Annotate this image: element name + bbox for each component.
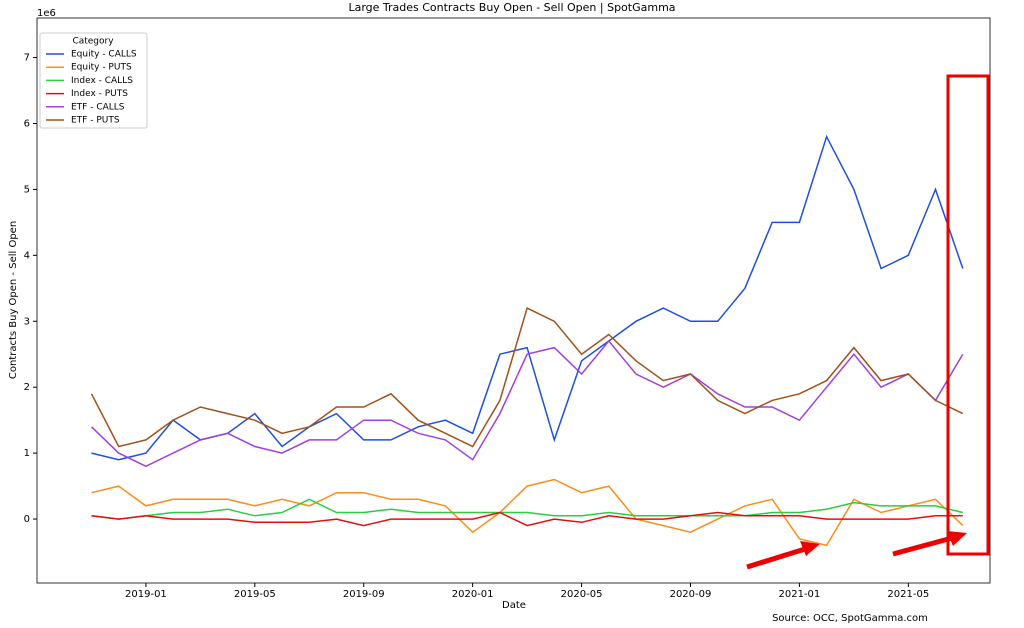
x-tick-label: 2021-01	[779, 589, 821, 600]
series-line	[91, 498, 963, 520]
x-tick-label: 2019-01	[125, 589, 167, 600]
y-tick-label: 3	[24, 316, 30, 327]
y-offset-label: 1e6	[37, 8, 56, 19]
y-tick-label: 7	[24, 53, 30, 64]
x-tick-label: 2020-01	[452, 589, 494, 600]
source-note: Source: OCC, SpotGamma.com	[772, 613, 928, 624]
y-tick-label: 4	[24, 250, 30, 261]
legend: Equity - CALLS Equity - PUTS Index - CALLS…	[46, 50, 137, 126]
y-tick-label: 0	[24, 514, 30, 525]
y-tick-label: 5	[24, 184, 30, 195]
legend-label: Equity - CALLS	[71, 50, 137, 60]
arrow	[892, 531, 967, 557]
series-line	[91, 134, 964, 461]
legend-box	[39, 32, 148, 129]
series-line	[90, 307, 964, 448]
x-axis-label: Date	[502, 600, 526, 611]
axes-frame	[36, 17, 991, 584]
y-tick-label: 2	[24, 382, 30, 393]
arrow	[746, 541, 820, 570]
legend-label: ETF - CALLS	[71, 102, 125, 112]
legend-label: ETF - PUTS	[71, 116, 120, 126]
y-axis-label: Contracts Buy Open - Sell Open	[8, 221, 19, 379]
plot-area	[90, 134, 964, 547]
x-tick-label: 2021-05	[887, 589, 929, 600]
series-line	[90, 339, 964, 468]
series-line	[91, 511, 963, 527]
series-line	[91, 478, 964, 547]
x-tick-label: 2020-05	[561, 589, 603, 600]
legend-label: Equity - PUTS	[71, 63, 132, 73]
y-tick-label: 1	[24, 448, 30, 459]
y-tick-label: 6	[24, 118, 30, 129]
legend-label: Index - PUTS	[71, 89, 128, 99]
x-tick-label: 2019-05	[234, 589, 276, 600]
highlight-box	[946, 74, 990, 556]
chart-title: Large Trades Contracts Buy Open - Sell O…	[348, 1, 675, 14]
legend-label: Index - CALLS	[71, 76, 133, 86]
x-tick-label: 2020-09	[670, 589, 712, 600]
x-tick-label: 2019-09	[343, 589, 385, 600]
legend-title: Category	[72, 37, 114, 47]
